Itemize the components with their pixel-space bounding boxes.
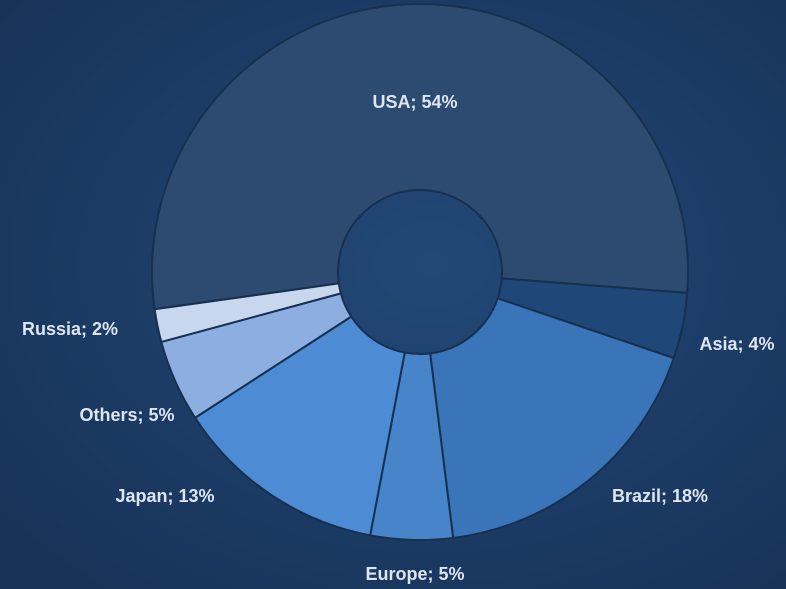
data-label: Europe; 5% — [365, 564, 464, 584]
donut-slice — [429, 297, 675, 539]
donut-slice — [153, 282, 342, 343]
data-label: Others; 5% — [79, 405, 174, 425]
data-label: Russia; 2% — [22, 319, 118, 339]
donut-slice — [151, 3, 689, 311]
data-label: Asia; 4% — [699, 334, 774, 354]
data-label: USA; 54% — [372, 92, 457, 112]
donut-slice — [194, 315, 406, 537]
data-label: Brazil; 18% — [612, 486, 708, 506]
data-label: Japan; 13% — [115, 486, 214, 506]
